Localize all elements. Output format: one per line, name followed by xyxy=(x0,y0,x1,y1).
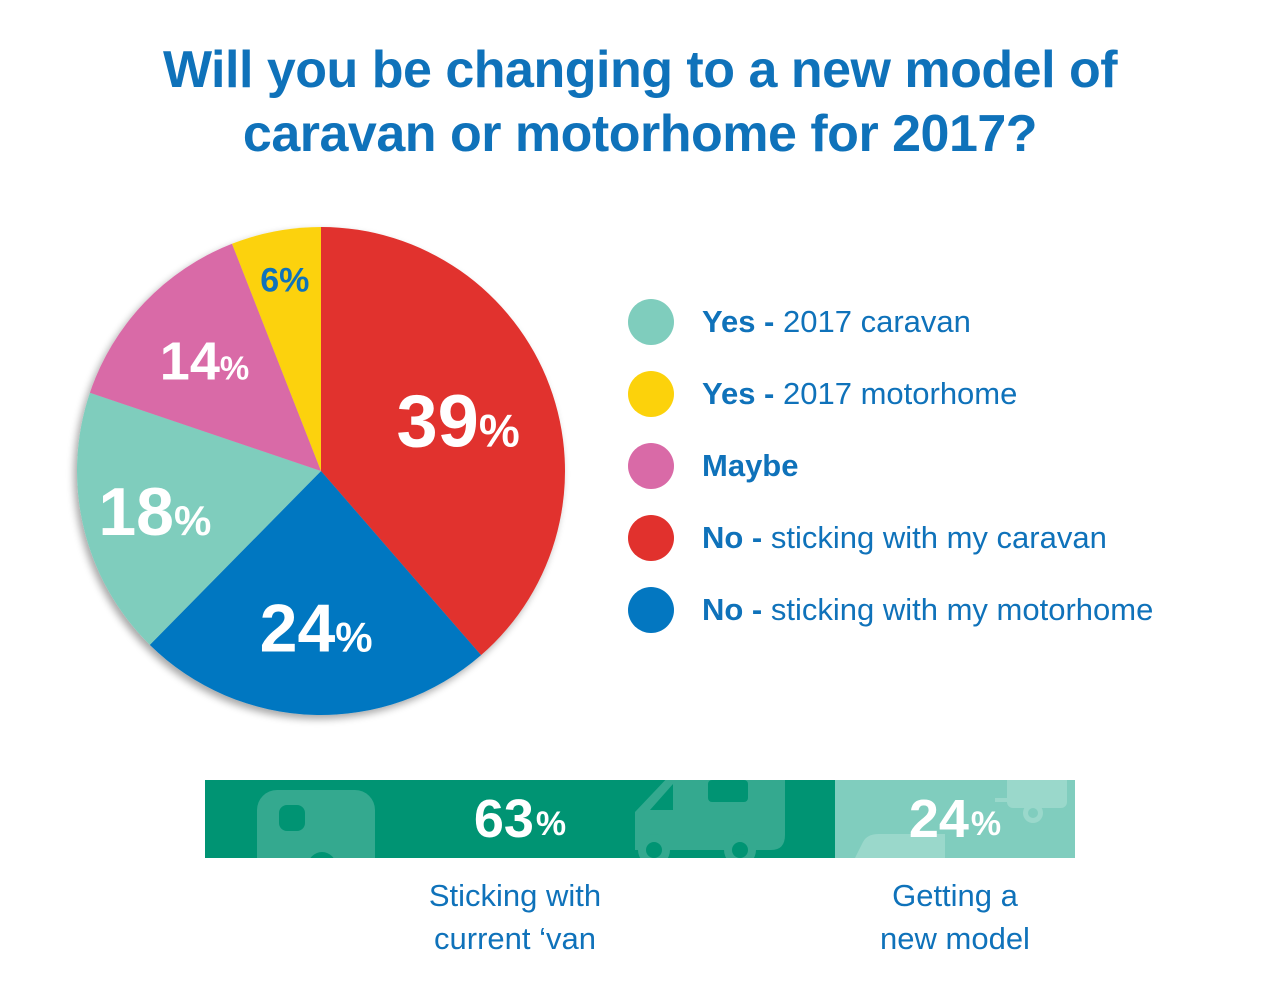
summary-bar: 63% 24% xyxy=(205,780,1075,858)
bar-segment-sticking xyxy=(205,780,835,858)
chart-title: Will you be changing to a new model of c… xyxy=(0,38,1280,166)
pie-slice xyxy=(321,227,565,656)
legend-label: sticking with my motorhome xyxy=(770,592,1154,627)
legend-key: Yes - xyxy=(702,376,783,411)
title-line-2: caravan or motorhome for 2017? xyxy=(242,105,1038,163)
legend-item-yes-caravan: Yes - 2017 caravan xyxy=(628,286,1153,358)
bar-segment-new-model xyxy=(835,780,1075,858)
legend-swatch-yellow xyxy=(628,371,674,417)
bar-caption-sticking: Sticking with current ‘van xyxy=(428,878,602,956)
legend-item-yes-motorhome: Yes - 2017 motorhome xyxy=(628,358,1153,430)
pie-slices xyxy=(77,227,565,716)
legend-swatch-teal xyxy=(628,299,674,345)
legend-item-no-caravan: No - sticking with my caravan xyxy=(628,502,1153,574)
title-line-1: Will you be changing to a new model of xyxy=(162,41,1118,99)
pie-slice xyxy=(232,227,321,471)
legend-item-no-motorhome: No - sticking with my motorhome xyxy=(628,574,1153,646)
legend-key: Maybe xyxy=(702,448,799,483)
pie-labels: 39% 24% 18% 14% 6% xyxy=(98,261,519,666)
legend-key: Yes - xyxy=(702,304,783,339)
pie-slice xyxy=(77,392,322,645)
legend-key: No - xyxy=(702,520,771,555)
bar-value-new-model: 24% xyxy=(908,789,1002,849)
pie-slice-label: 24% xyxy=(260,591,373,667)
legend-label: 2017 caravan xyxy=(783,304,971,339)
pie-slice-label: 18% xyxy=(98,474,211,550)
pie-slice-label: 39% xyxy=(397,379,520,462)
legend-swatch-red xyxy=(628,515,674,561)
bar-value-sticking: 63% xyxy=(473,789,567,849)
legend-key: No - xyxy=(702,592,771,627)
pie-slice-label: 6% xyxy=(260,261,309,299)
legend-label: sticking with my caravan xyxy=(770,520,1107,555)
pie-slice-label: 14% xyxy=(160,331,249,391)
pie-slice xyxy=(89,243,321,471)
caravan-and-van-icons xyxy=(257,780,785,858)
car-and-caravan-icons xyxy=(855,780,1067,858)
bar-caption-new-model: Getting a new model xyxy=(880,878,1030,956)
pie-slice xyxy=(149,471,482,716)
legend-label: 2017 motorhome xyxy=(783,376,1018,411)
legend-swatch-pink xyxy=(628,443,674,489)
legend-item-maybe: Maybe xyxy=(628,430,1153,502)
legend-swatch-blue xyxy=(628,587,674,633)
legend: Yes - 2017 caravan Yes - 2017 motorhome … xyxy=(628,286,1153,646)
